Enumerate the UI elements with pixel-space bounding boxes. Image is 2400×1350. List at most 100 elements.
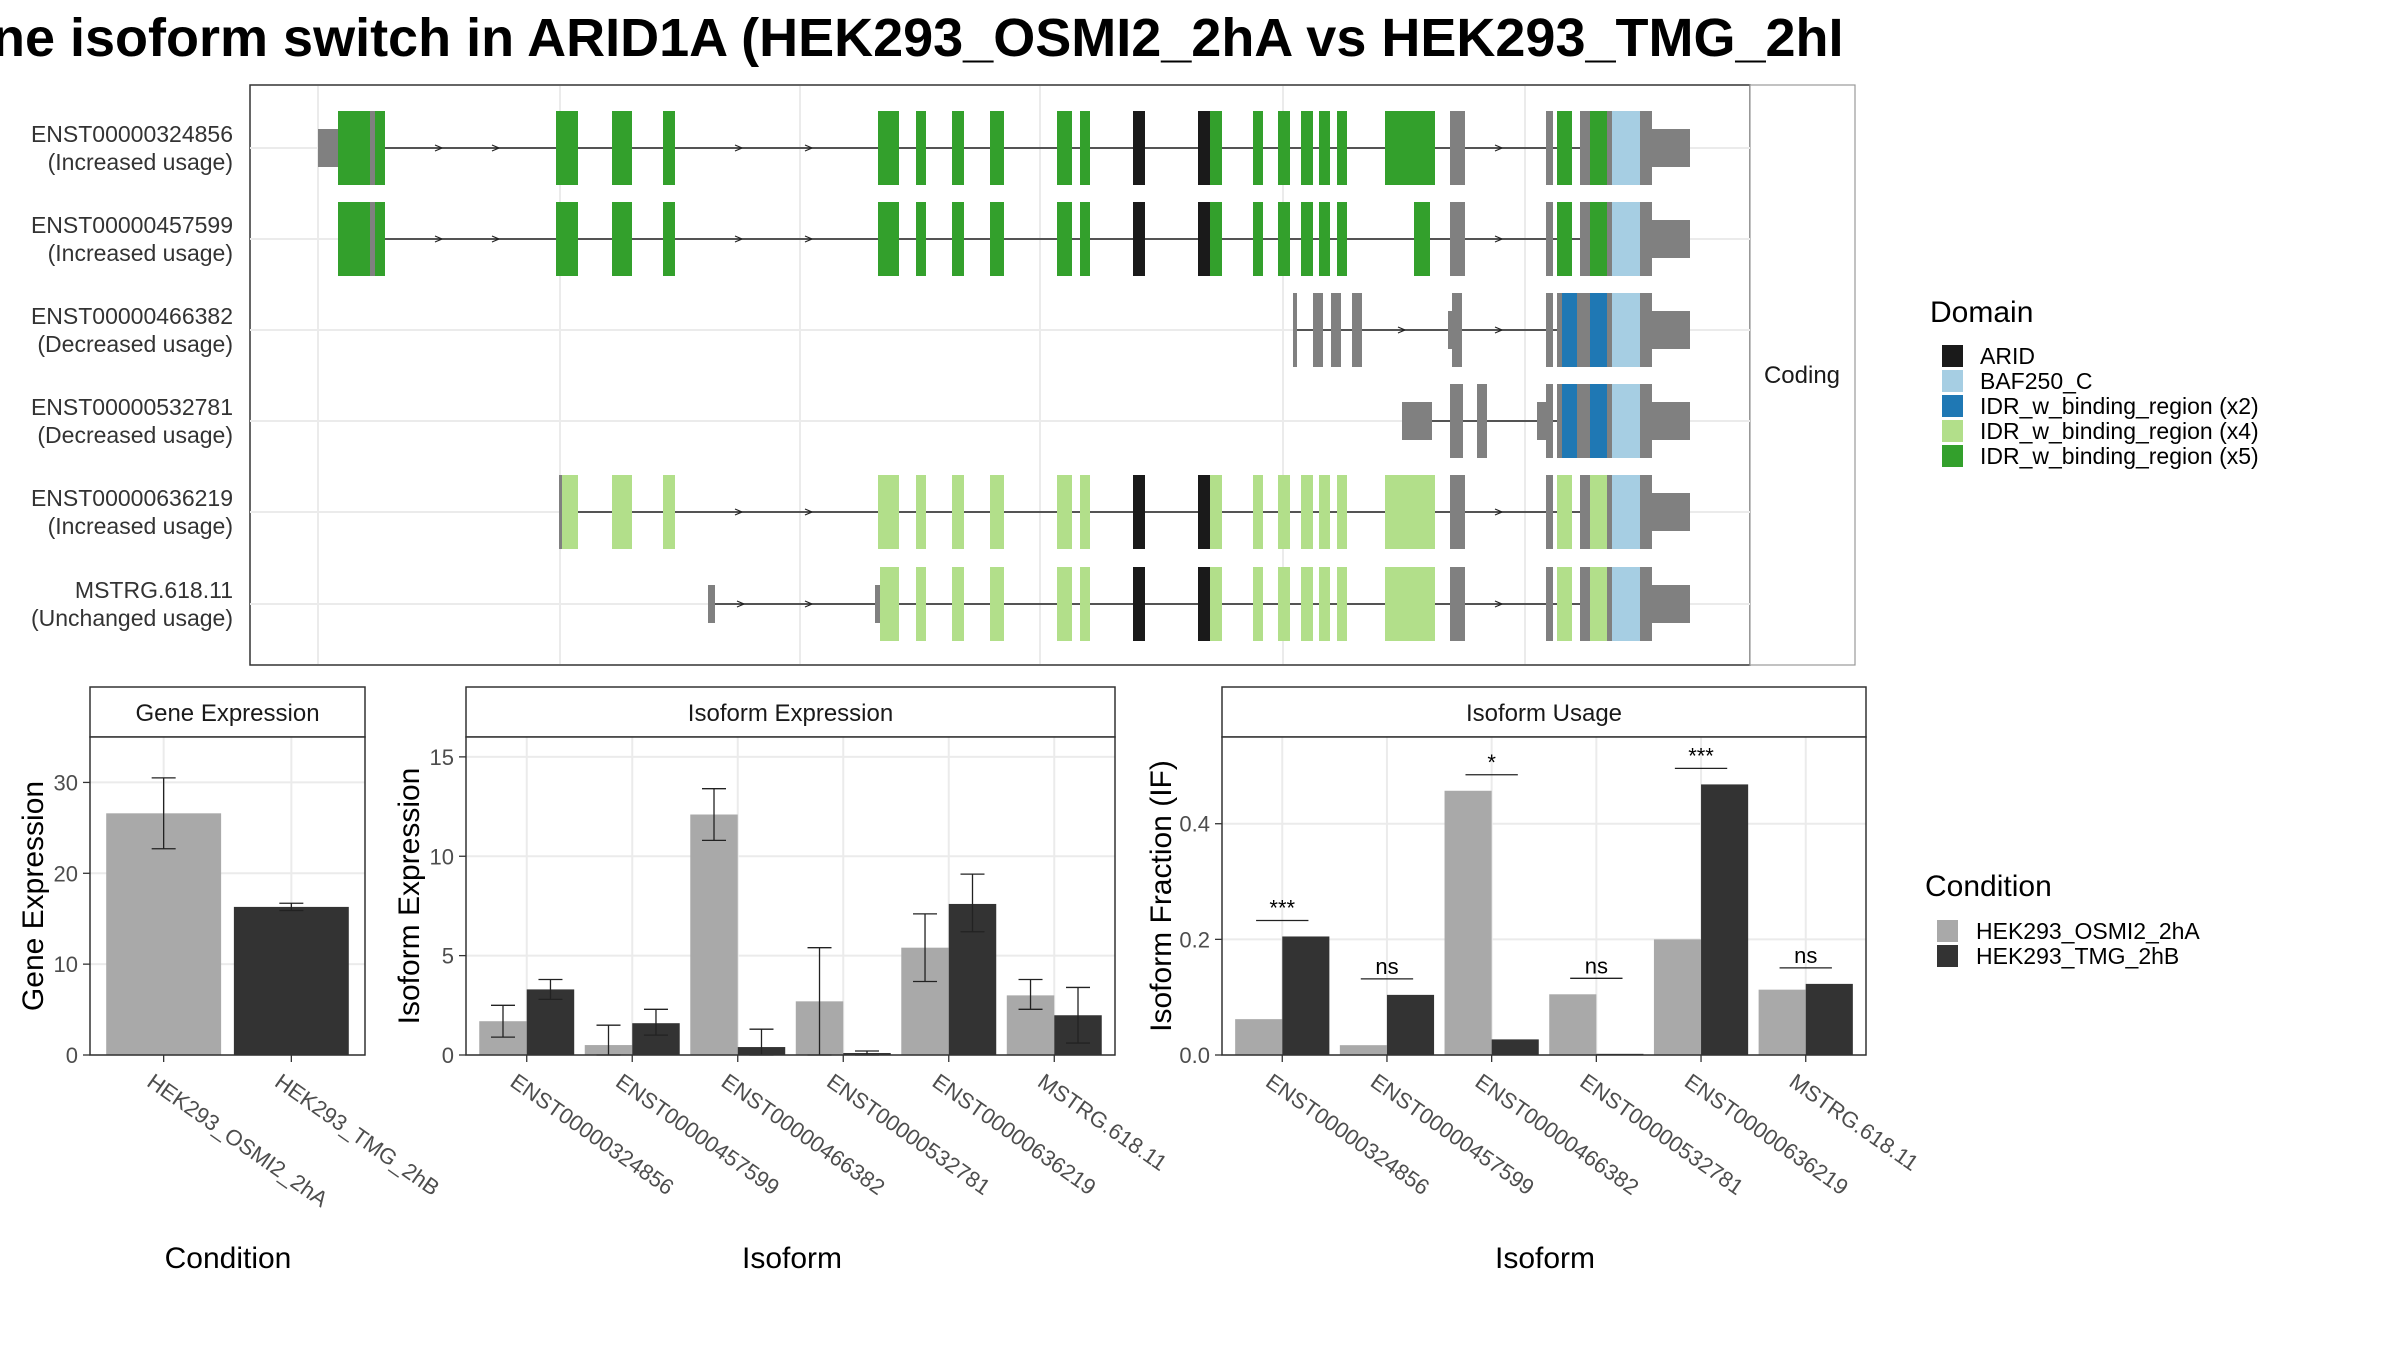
chart-title: Isoform Expression bbox=[688, 700, 893, 727]
transcript-usage-label: (Increased usage) bbox=[48, 513, 233, 539]
bar bbox=[1653, 939, 1702, 1055]
exon-block bbox=[1557, 293, 1562, 367]
exon-block bbox=[990, 111, 1004, 185]
exon-block bbox=[1210, 202, 1222, 276]
exon-block bbox=[1352, 293, 1362, 367]
exon-block bbox=[1057, 111, 1072, 185]
error-bar bbox=[1066, 986, 1091, 1044]
domain-legend-label: IDR_w_binding_region (x5) bbox=[1980, 443, 2259, 469]
exon-block bbox=[1319, 475, 1330, 549]
exon-block bbox=[878, 202, 899, 276]
intron-arrow-icon bbox=[734, 235, 744, 243]
bar bbox=[1701, 784, 1749, 1055]
exon-block bbox=[1640, 293, 1652, 367]
exon-block bbox=[1577, 384, 1590, 458]
exon-block bbox=[1080, 111, 1090, 185]
exon-block bbox=[1652, 311, 1690, 349]
exon-block bbox=[1210, 475, 1222, 549]
x-axis-title: Isoform bbox=[742, 1242, 842, 1275]
significance-label: *** bbox=[1269, 895, 1295, 920]
gene-expression-chart: Gene Expression0102030HEK293_OSMI2_2hAHE… bbox=[17, 686, 444, 1275]
y-tick-label: 10 bbox=[430, 844, 454, 869]
condition-legend-title: Condition bbox=[1925, 870, 2052, 903]
transcript-row: MSTRG.618.11(Unchanged usage) bbox=[31, 567, 1690, 641]
exon-block bbox=[612, 202, 632, 276]
transcript-row: ENST00000324856(Increased usage) bbox=[31, 111, 1690, 185]
exon-block bbox=[990, 475, 1004, 549]
chart-title: Gene Expression bbox=[135, 700, 319, 727]
exon-block bbox=[1450, 567, 1465, 641]
exon-block bbox=[1652, 585, 1690, 623]
bar bbox=[1805, 983, 1853, 1055]
x-axis-title: Isoform bbox=[1495, 1242, 1595, 1275]
error-bar bbox=[538, 978, 563, 1000]
y-tick-label: 0 bbox=[442, 1043, 454, 1068]
exon-block bbox=[1080, 475, 1090, 549]
exon-block bbox=[1337, 202, 1347, 276]
exon-block bbox=[375, 202, 385, 276]
exon-block bbox=[916, 567, 926, 641]
bar bbox=[1282, 936, 1330, 1055]
exon-block bbox=[1640, 202, 1652, 276]
domain-legend-swatch bbox=[1942, 370, 1963, 392]
bar bbox=[1549, 994, 1597, 1055]
error-bar bbox=[151, 777, 176, 850]
coding-strip bbox=[1749, 84, 1856, 666]
exon-block bbox=[1590, 384, 1607, 458]
intron-arrow-icon bbox=[804, 508, 814, 516]
exon-block bbox=[1057, 567, 1072, 641]
exon-block bbox=[1546, 384, 1553, 458]
exon-block bbox=[916, 475, 926, 549]
exon-block bbox=[875, 585, 882, 623]
error-bar bbox=[702, 788, 727, 841]
exon-block bbox=[1301, 202, 1313, 276]
exon-block bbox=[1253, 202, 1263, 276]
domain-legend-swatch bbox=[1942, 345, 1963, 367]
exon-block bbox=[1557, 475, 1572, 549]
plot-frame bbox=[465, 736, 1116, 1056]
exon-block bbox=[612, 111, 632, 185]
isoform-usage-chart: Isoform Usage***ns*ns***ns0.00.20.4ENST0… bbox=[1145, 686, 1923, 1275]
transcript-usage-label: (Decreased usage) bbox=[37, 331, 233, 357]
exon-block bbox=[663, 475, 675, 549]
transcript-row: ENST00000636219(Increased usage) bbox=[31, 475, 1690, 549]
y-tick-label: 0.4 bbox=[1179, 812, 1210, 837]
exon-block bbox=[1337, 567, 1347, 641]
exon-block bbox=[556, 111, 578, 185]
intron-arrow-icon bbox=[1494, 508, 1504, 516]
significance-label: * bbox=[1487, 750, 1496, 775]
bar bbox=[1758, 989, 1806, 1055]
exon-block bbox=[1385, 475, 1435, 549]
bar bbox=[526, 989, 575, 1055]
exon-block bbox=[1133, 202, 1145, 276]
exon-block bbox=[916, 202, 926, 276]
exon-block bbox=[1080, 567, 1090, 641]
exon-block bbox=[338, 111, 370, 185]
coding-strip-label: Coding bbox=[1764, 362, 1840, 389]
exon-block bbox=[952, 111, 964, 185]
exon-block bbox=[1450, 202, 1465, 276]
transcript-usage-label: (Unchanged usage) bbox=[31, 605, 233, 631]
exon-block bbox=[1337, 111, 1347, 185]
exon-block bbox=[1133, 567, 1145, 641]
intron-arrow-icon bbox=[491, 235, 501, 243]
exon-block bbox=[952, 567, 964, 641]
exon-block bbox=[1562, 293, 1577, 367]
exon-block bbox=[1198, 111, 1210, 185]
exon-block bbox=[370, 202, 375, 276]
exon-block bbox=[562, 475, 578, 549]
intron-arrow-icon bbox=[804, 600, 814, 608]
exon-block bbox=[1590, 567, 1607, 641]
y-tick-label: 15 bbox=[430, 745, 454, 770]
y-axis-title: Isoform Fraction (IF) bbox=[1145, 760, 1178, 1032]
exon-block bbox=[1590, 202, 1607, 276]
exon-block bbox=[1652, 220, 1690, 258]
intron-arrow-icon bbox=[734, 144, 744, 152]
exon-block bbox=[1385, 567, 1435, 641]
intron-arrow-icon bbox=[434, 235, 444, 243]
exon-block bbox=[1198, 475, 1210, 549]
intron-arrow-icon bbox=[1494, 326, 1504, 334]
exon-block bbox=[663, 111, 675, 185]
exon-block bbox=[990, 202, 1004, 276]
transcript-id-label: ENST00000532781 bbox=[31, 394, 233, 420]
